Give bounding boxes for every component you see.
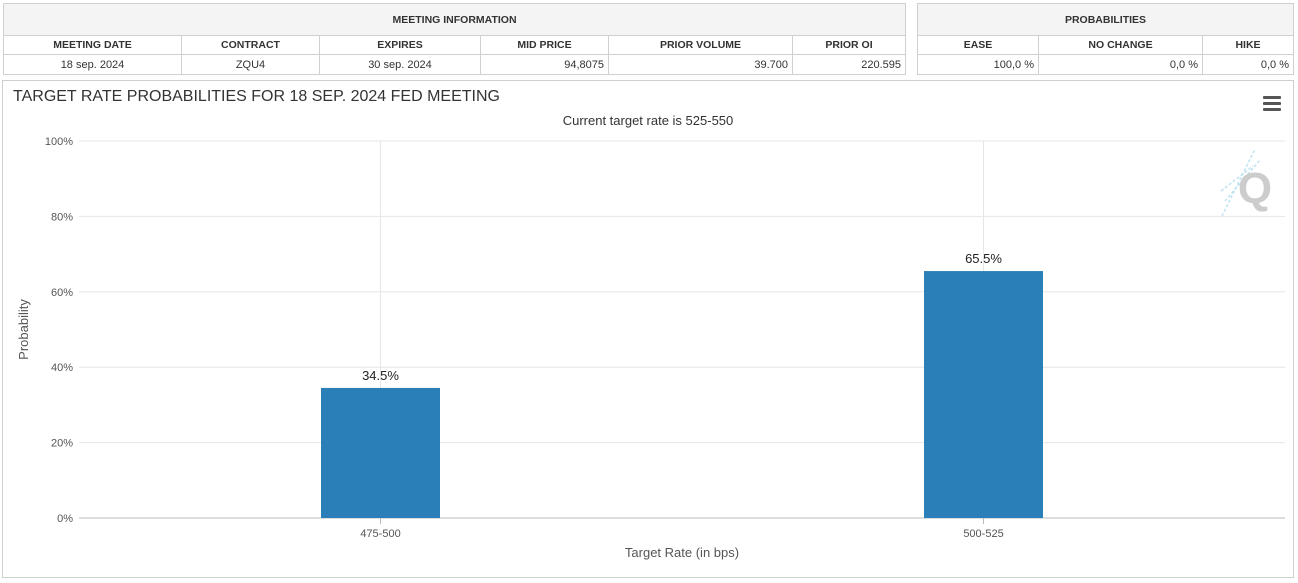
y-tick-label: 20% xyxy=(51,438,73,450)
bar-500-525 xyxy=(924,271,1043,518)
col-prior-oi: PRIOR OI xyxy=(791,35,907,55)
chart-menu-button[interactable] xyxy=(1263,96,1281,112)
col-expires: EXPIRES xyxy=(319,35,481,55)
chart-subtitle: Current target rate is 525-550 xyxy=(562,113,734,128)
q-logo-watermark: Q xyxy=(1220,148,1272,217)
chart-panel: Q 0% 20% 40% 60% 80% 100% 34.5% 475-500 65.5% 500-… xyxy=(2,80,1294,578)
col-prior-volume: PRIOR VOLUME xyxy=(608,35,793,55)
hamburger-menu-icon xyxy=(1263,96,1281,99)
col-ease: EASE xyxy=(917,35,1039,55)
probabilities-table: PROBABILITIES EASE NO CHANGE HIKE 100,0 … xyxy=(917,3,1294,75)
mid-price-value: 94,8075 xyxy=(480,54,609,75)
meeting-information-table: MEETING INFORMATION MEETING DATE CONTRAC… xyxy=(2,3,907,75)
ease-value: 100,0 % xyxy=(917,54,1039,75)
chart-title: TARGET RATE PROBABILITIES FOR 18 SEP. 20… xyxy=(13,88,500,105)
contract-value: ZQU4 xyxy=(181,54,320,75)
hike-value: 0,0 % xyxy=(1202,54,1294,75)
expires-value: 30 sep. 2024 xyxy=(319,54,481,75)
meeting-information-header: MEETING INFORMATION xyxy=(2,3,907,36)
probability-bar-chart: Q 0% 20% 40% 60% 80% 100% 34.5% 475-500 65.5% 500-… xyxy=(16,136,1285,560)
x-axis-title: Target Rate (in bps) xyxy=(625,545,739,560)
svg-text:Q: Q xyxy=(1238,164,1272,213)
col-mid-price: MID PRICE xyxy=(480,35,609,55)
y-tick-label: 60% xyxy=(51,287,73,299)
y-tick-label: 80% xyxy=(51,211,73,223)
prior-oi-value: 220.595 xyxy=(791,54,907,75)
prior-volume-value: 39.700 xyxy=(608,54,793,75)
y-tick-label: 0% xyxy=(57,513,73,525)
meeting-date-value: 18 sep. 2024 xyxy=(3,54,182,75)
col-meeting-date: MEETING DATE xyxy=(3,35,182,55)
bar-475-500 xyxy=(321,387,440,518)
y-tick-label: 100% xyxy=(45,136,73,148)
no-change-value: 0,0 % xyxy=(1038,54,1203,75)
y-tick-label: 40% xyxy=(51,362,73,374)
x-tick-label: 475-500 xyxy=(360,528,400,540)
col-contract: CONTRACT xyxy=(181,35,320,55)
col-no-change: NO CHANGE xyxy=(1038,35,1203,55)
col-hike: HIKE xyxy=(1202,35,1294,55)
probabilities-header: PROBABILITIES xyxy=(917,3,1294,36)
y-axis-title: Probability xyxy=(16,299,31,360)
data-label: 65.5% xyxy=(965,251,1002,266)
data-label: 34.5% xyxy=(362,368,399,383)
x-tick-label: 500-525 xyxy=(963,528,1003,540)
